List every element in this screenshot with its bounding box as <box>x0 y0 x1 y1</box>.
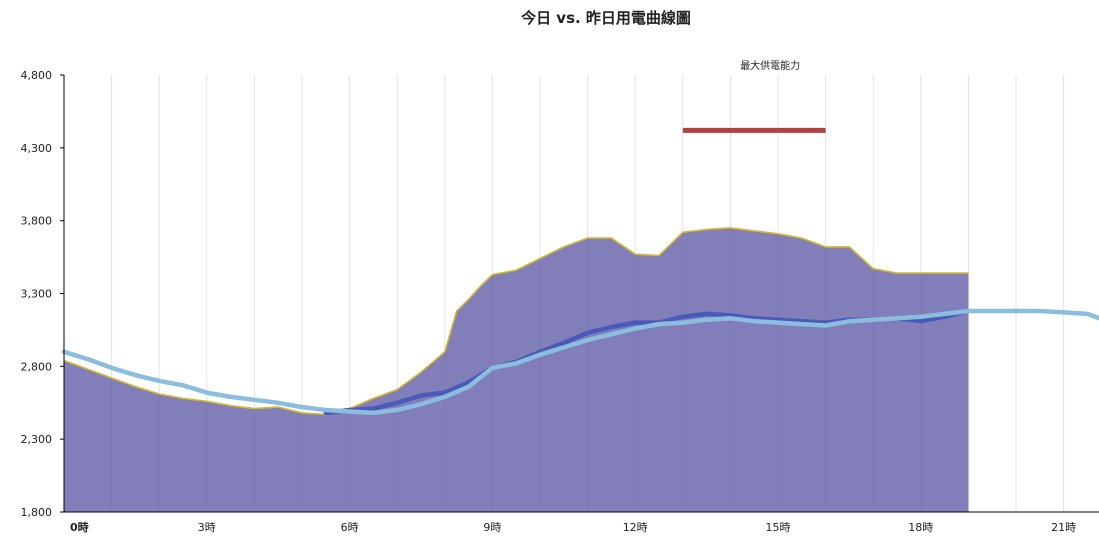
chart-title: 今日 vs. 昨日用電曲線圖 <box>521 9 691 27</box>
x-tick-label: 15時 <box>766 521 791 534</box>
annotation-layer: 最大供電能力 <box>682 59 826 133</box>
x-tick-label: 18時 <box>908 521 933 534</box>
lines-layer <box>61 308 1099 416</box>
x-tick-label: 9時 <box>483 521 501 534</box>
x-tick-label: 0時 <box>70 520 89 534</box>
x-tick-label: 12時 <box>623 521 648 534</box>
area-layer <box>63 227 969 512</box>
y-tick-label: 4,800 <box>21 69 53 82</box>
y-tick-label: 4,300 <box>21 142 53 155</box>
y-tick-label: 2,300 <box>21 433 53 446</box>
series-line-2 <box>61 308 1099 416</box>
y-tick-label: 1,800 <box>21 506 53 519</box>
x-tick-labels: 0時 3時 6時 9時 12時 15時 18時 21時 <box>70 520 1076 534</box>
y-tick-label: 2,800 <box>21 360 53 373</box>
y-tick-label: 3,800 <box>21 215 53 228</box>
max-supply-capacity-label: 最大供電能力 <box>740 59 800 72</box>
x-tick-label: 21時 <box>1051 521 1076 534</box>
series-area-edge-0 <box>63 227 969 416</box>
y-tick-label: 3,300 <box>21 288 53 301</box>
y-tick-labels: 1,800 2,300 2,800 3,300 3,800 4,300 4,800 <box>21 69 64 519</box>
series-area-0 <box>64 227 969 512</box>
x-tick-label: 3時 <box>198 521 216 534</box>
x-tick-label: 6時 <box>341 521 359 534</box>
